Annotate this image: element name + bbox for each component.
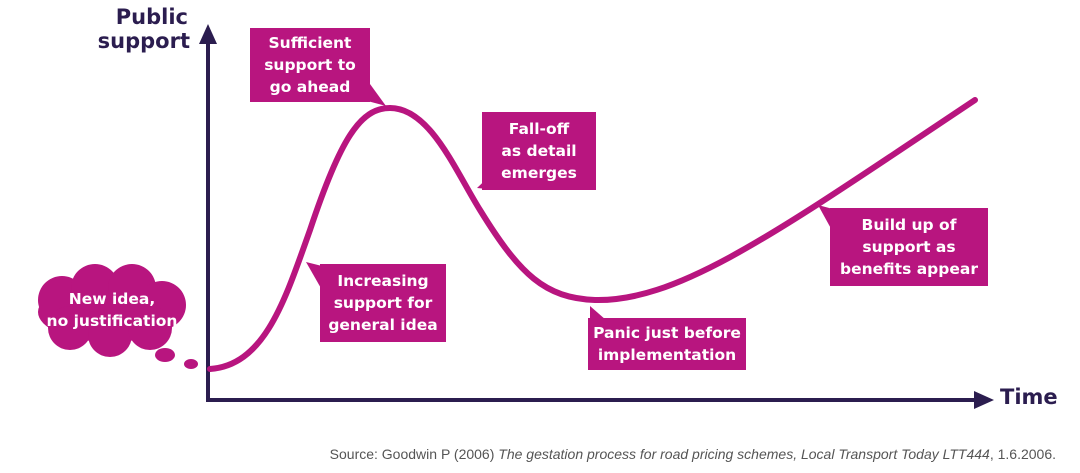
callout-text: Build up of support as benefits appear	[840, 216, 978, 278]
y-axis-arrow	[199, 24, 217, 44]
text-line: Public	[116, 5, 188, 29]
text-line: as detail	[501, 142, 576, 160]
text-line: Build up of	[862, 216, 957, 234]
x-axis-arrow	[974, 391, 994, 409]
callout-text: Increasing support for general idea	[328, 272, 437, 334]
text-line: Sufficient	[269, 34, 353, 52]
callout-pointer	[356, 84, 386, 106]
text-line: implementation	[598, 346, 736, 364]
callout-text: Fall-off as detail emerges	[501, 120, 577, 182]
text-line: general idea	[328, 316, 437, 334]
text-line: go ahead	[270, 78, 351, 96]
text-line: Fall-off	[509, 120, 570, 138]
text-line: New idea,	[69, 290, 155, 308]
text-line: support as	[862, 238, 955, 256]
callout-box	[482, 112, 596, 190]
text-line: Increasing	[337, 272, 428, 290]
callout-text: Sufficient support to go ahead	[264, 34, 356, 96]
callout-box	[588, 318, 746, 370]
callout-box	[830, 208, 988, 286]
text-line: The gestation process for road pricing s…	[498, 446, 990, 462]
callout-box	[250, 28, 370, 102]
callout-text: New idea, no justification	[47, 290, 178, 330]
text-line: support to	[264, 56, 356, 74]
support-curve	[207, 97, 978, 372]
text-line: support	[98, 29, 190, 53]
text-line: no justification	[47, 312, 178, 330]
callout-text: Panic just before implementation	[593, 324, 741, 364]
x-axis-label: Time	[1000, 385, 1058, 409]
source-note: Source: Goodwin P (2006) The gestation p…	[330, 446, 1056, 462]
text-line: support for	[334, 294, 433, 312]
text-line: Panic just before	[593, 324, 741, 342]
y-axis-label: Public support	[98, 5, 190, 53]
text-line: emerges	[501, 164, 577, 182]
text-line: Source: Goodwin P (2006)	[330, 446, 499, 462]
callout-box	[320, 264, 446, 342]
text-line: benefits appear	[840, 260, 978, 278]
text-line: , 1.6.2006.	[990, 446, 1056, 462]
thought-cloud	[38, 264, 198, 369]
